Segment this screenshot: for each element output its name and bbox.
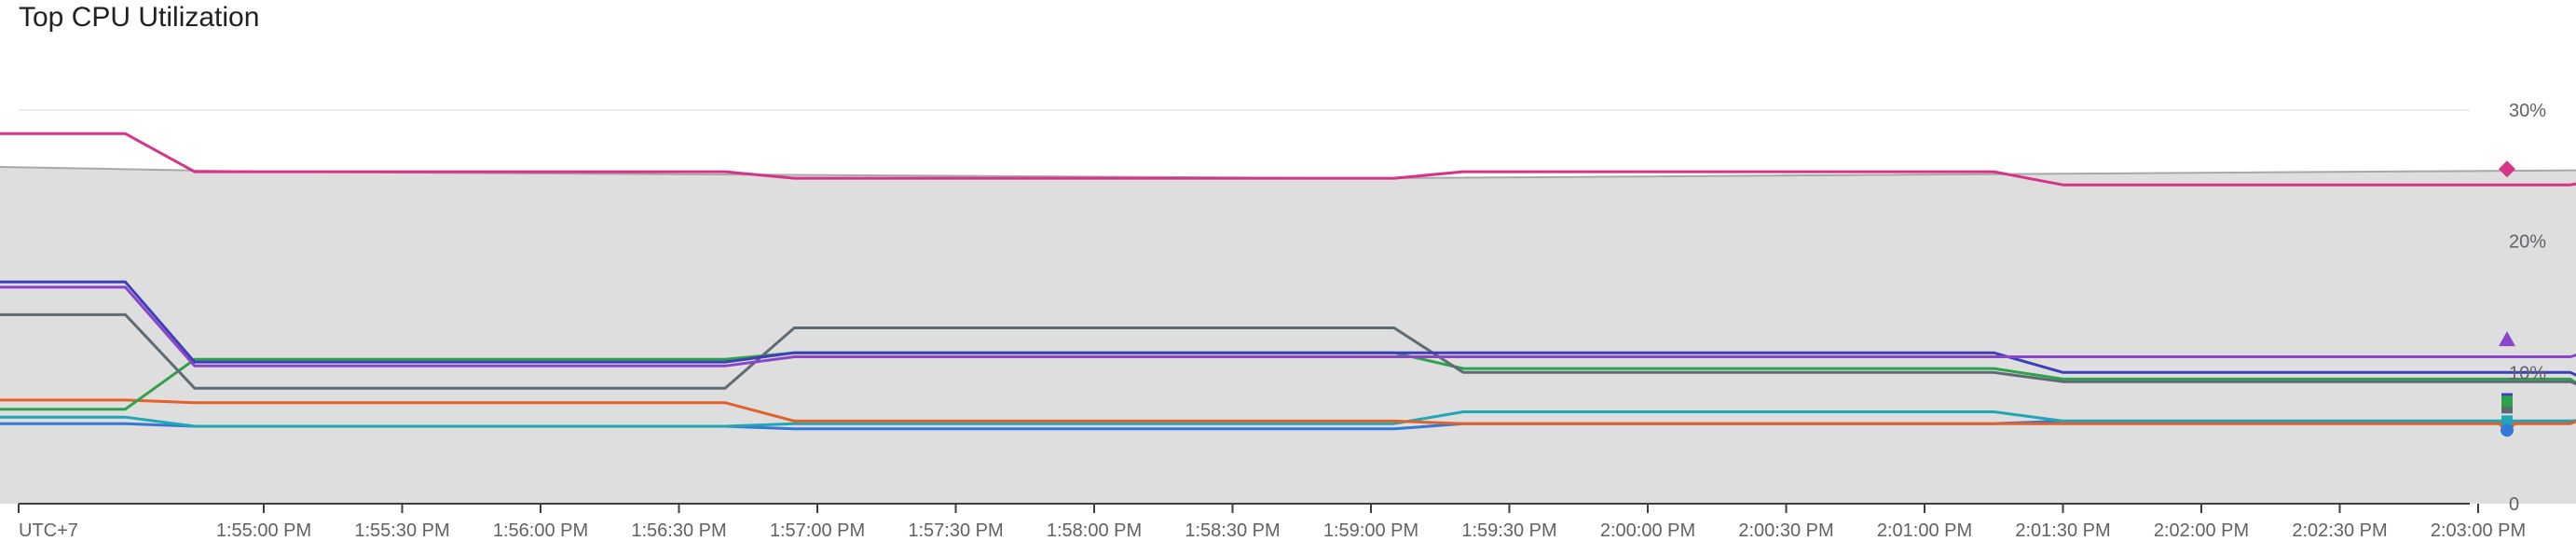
x-tick-label: 1:57:00 PM — [770, 520, 865, 541]
x-tick-label: 2:00:30 PM — [1738, 520, 1833, 541]
x-axis — [18, 503, 2479, 513]
x-axis-tick-labels: UTC+7 1:55:00 PM 1:55:30 PM 1:56:00 PM 1:56:… — [19, 520, 2526, 541]
chart-title: Top CPU Utilization — [19, 2, 260, 33]
y-tick-label: 0 — [2509, 494, 2519, 515]
x-tick-label: 1:55:30 PM — [354, 520, 449, 541]
series-line[interactable] — [0, 419, 2576, 431]
x-tick-label: 1:59:30 PM — [1461, 520, 1556, 541]
y-tick-label: 30% — [2509, 101, 2546, 121]
series-end-markers — [2499, 160, 2515, 437]
series-end-marker — [2501, 423, 2514, 437]
series-line[interactable] — [0, 312, 2576, 408]
x-tick-label: 1:56:00 PM — [493, 520, 588, 541]
x-tick-label: 1:55:00 PM — [216, 520, 311, 541]
x-tick-label: 2:02:30 PM — [2292, 520, 2387, 541]
x-tick-label: 2:01:00 PM — [1877, 520, 1972, 541]
x-tick-label: 1:58:30 PM — [1185, 520, 1280, 541]
series-end-marker — [2501, 395, 2513, 408]
series-line[interactable] — [0, 285, 2576, 368]
series-lines[interactable] — [0, 132, 2576, 431]
x-tick-label: 2:03:00 PM — [2431, 520, 2526, 541]
series-line[interactable] — [0, 409, 2576, 428]
x-tick-label: 2:02:00 PM — [2154, 520, 2249, 541]
series-line[interactable] — [0, 395, 2576, 426]
range-band-upper-edge — [0, 165, 2576, 180]
y-axis: 0 10% 20% 30% — [2509, 101, 2546, 515]
series-line[interactable] — [0, 132, 2576, 187]
series-end-marker — [2499, 331, 2515, 347]
series-end-marker — [2501, 415, 2513, 427]
timezone-label: UTC+7 — [19, 520, 78, 541]
range-band — [0, 165, 2576, 504]
series-line[interactable] — [0, 351, 2576, 423]
series-end-marker — [2499, 160, 2515, 178]
range-band-area — [0, 166, 2576, 504]
x-tick-label: 1:57:30 PM — [908, 520, 1003, 541]
x-tick-label: 1:59:00 PM — [1323, 520, 1418, 541]
x-tick-label: 1:56:30 PM — [631, 520, 726, 541]
series-line[interactable] — [0, 280, 2576, 405]
x-tick-label: 2:01:30 PM — [2015, 520, 2110, 541]
x-tick-label: 2:00:00 PM — [1600, 520, 1695, 541]
y-tick-label: 20% — [2509, 232, 2546, 253]
x-tick-label: 1:58:00 PM — [1047, 520, 1142, 541]
y-tick-label: 10% — [2509, 363, 2546, 383]
